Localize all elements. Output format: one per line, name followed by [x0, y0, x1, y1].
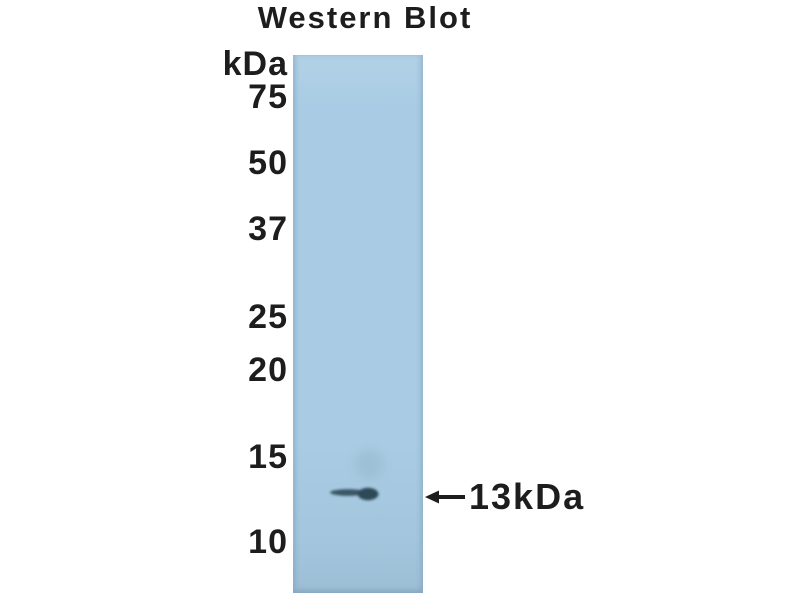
left-arrow-icon [425, 490, 465, 504]
figure-title: Western Blot [257, 0, 473, 35]
molecular-weight-ladder: kDa 75 50 37 25 20 15 10 [0, 0, 288, 600]
faint-smudge [355, 449, 383, 479]
protein-band [327, 483, 381, 503]
gel-lane [293, 55, 423, 593]
ladder-marker-37: 37 [248, 210, 288, 248]
ladder-marker-50: 50 [248, 144, 288, 182]
ladder-marker-10: 10 [248, 523, 288, 561]
ladder-marker-15: 15 [248, 438, 288, 476]
kda-unit-label: kDa [222, 45, 288, 83]
ladder-marker-75: 75 [248, 78, 288, 116]
ladder-marker-20: 20 [248, 351, 288, 389]
band-annotation: 13kDa [424, 479, 585, 515]
ladder-marker-25: 25 [248, 298, 288, 336]
protein-band-shape [330, 487, 379, 501]
band-weight-label: 13kDa [469, 476, 586, 517]
